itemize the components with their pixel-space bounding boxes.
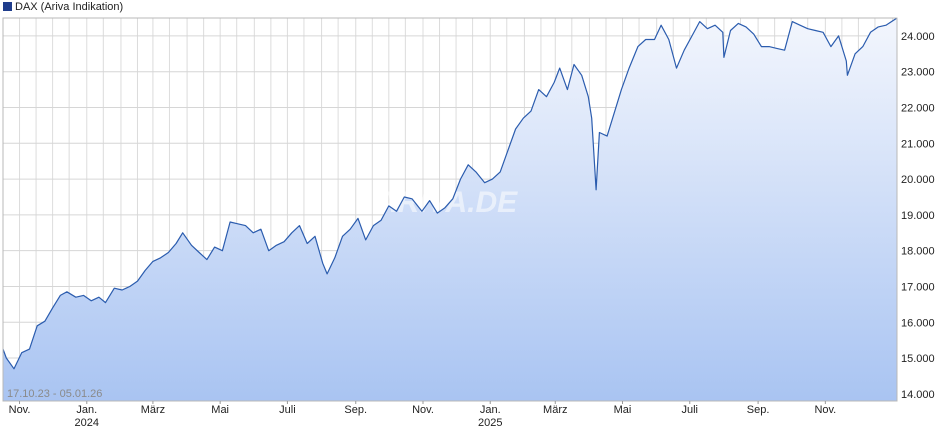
x-tick-label: Nov. — [9, 404, 31, 416]
watermark: ARIVA.DE — [375, 186, 518, 219]
y-tick-label: 15.000 — [901, 353, 935, 365]
x-tick-label: März — [141, 404, 165, 416]
x-tick-label: Sep. — [344, 404, 367, 416]
x-tick-label: Sep. — [747, 404, 770, 416]
x-tick-label: Jan. — [480, 404, 501, 416]
x-tick-year-label: 2024 — [75, 417, 99, 429]
y-tick-label: 19.000 — [901, 210, 935, 222]
y-axis: 14.000 15.000 16.000 17.000 18.000 19.000 20.0… — [901, 31, 935, 401]
x-tick-label: Juli — [682, 404, 699, 416]
x-tick-label: März — [543, 404, 567, 416]
y-tick-label: 14.000 — [901, 389, 935, 401]
legend-swatch — [3, 2, 12, 11]
y-tick-label: 22.000 — [901, 102, 935, 114]
y-tick-label: 23.000 — [901, 67, 935, 79]
y-tick-label: 20.000 — [901, 174, 935, 186]
legend-label: DAX (Ariva Indikation) — [15, 1, 123, 13]
x-tick-label: Mai — [614, 404, 632, 416]
x-tick-label: Juli — [279, 404, 296, 416]
date-range: 17.10.23 - 05.01.26 — [7, 388, 102, 400]
legend: DAX (Ariva Indikation) — [3, 1, 123, 13]
y-tick-label: 18.000 — [901, 246, 935, 258]
x-tick-label: Jan. — [76, 404, 97, 416]
y-tick-label: 21.000 — [901, 138, 935, 150]
plot-border — [2, 17, 898, 402]
series-line — [2, 17, 898, 370]
x-tick-label: Nov. — [412, 404, 434, 416]
y-tick-label: 16.000 — [901, 317, 935, 329]
x-tick-year-label: 2025 — [478, 417, 502, 429]
series-area — [3, 18, 897, 401]
x-tick-label: Mai — [211, 404, 229, 416]
y-tick-label: 24.000 — [901, 31, 935, 43]
y-tick-label: 17.000 — [901, 281, 935, 293]
x-tick-label: Nov. — [814, 404, 836, 416]
